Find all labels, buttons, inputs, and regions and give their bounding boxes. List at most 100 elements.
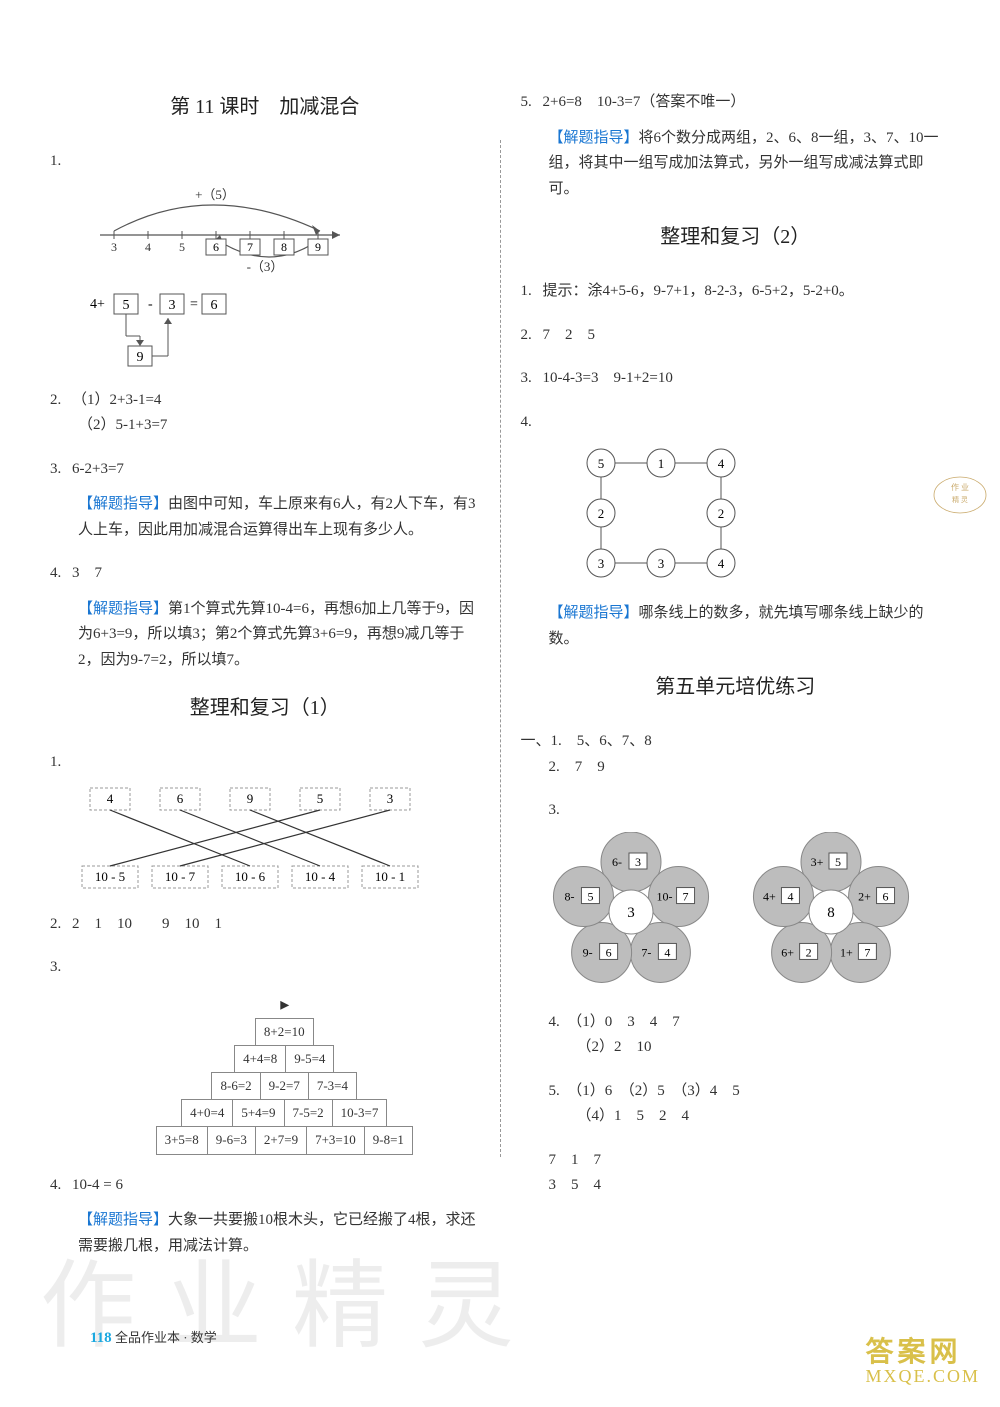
svg-text:3: 3 — [635, 855, 641, 869]
svg-text:5: 5 — [597, 456, 604, 471]
r2row: 7 1 7 — [549, 1148, 951, 1174]
r2row: 3 5 4 — [549, 1173, 951, 1199]
pyramid-cell: 3+5=8 — [156, 1126, 208, 1154]
svg-text:9: 9 — [315, 240, 321, 254]
r2-q3: 3.10-4-3=3 9-1+2=10 — [521, 366, 951, 392]
corner-watermark: 答案网 MXQE.COM — [865, 1330, 980, 1387]
svg-text:4: 4 — [107, 791, 114, 806]
svg-text:5: 5 — [835, 855, 841, 869]
hint-label: 【解题指导】 — [549, 130, 639, 146]
svg-text:8-: 8- — [564, 889, 574, 903]
pyramid-cell: 10-3=7 — [332, 1099, 388, 1127]
svg-text:10 - 1: 10 - 1 — [375, 869, 405, 884]
number-line-svg: 345 +（5） -（3） 6789 — [90, 185, 350, 275]
cube-graph-svg: 51422334 — [561, 443, 771, 593]
svg-text:10 - 5: 10 - 5 — [95, 869, 125, 884]
svg-text:6-: 6- — [612, 855, 622, 869]
svg-text:8: 8 — [827, 905, 835, 921]
q2list: 2 1 10 9 10 1 — [72, 916, 222, 932]
svg-text:2: 2 — [717, 506, 724, 521]
svg-text:10 - 7: 10 - 7 — [165, 869, 196, 884]
eq-boxes: 4+ 5 - 3 = 6 9 — [90, 290, 480, 370]
svg-text:6: 6 — [177, 791, 184, 806]
hint-label: 【解题指导】 — [78, 1212, 168, 1228]
pyramid-cell: 8-6=2 — [211, 1072, 260, 1100]
svg-text:3: 3 — [627, 905, 635, 921]
q1: 1. 345 +（5） -（3） — [50, 149, 480, 370]
q2b: （2）5-1+3=7 — [78, 413, 480, 439]
section-title-11: 第 11 课时 加减混合 — [50, 90, 480, 124]
r2-q2: 2.7 2 5 — [521, 323, 951, 349]
corner-top: 答案网 — [865, 1330, 980, 1370]
svg-text:6: 6 — [882, 889, 888, 903]
eq-nine: 9 — [137, 350, 144, 365]
left-column: 第 11 课时 加减混合 1. 345 +（5） — [50, 80, 480, 1277]
book-title: 全品作业本 · 数学 — [115, 1330, 217, 1345]
review1-q1: 1. 4695310 - 510 - 710 - 610 - 410 - 1 — [50, 750, 480, 894]
svg-text:3: 3 — [597, 556, 604, 571]
svg-text:6: 6 — [213, 240, 219, 254]
svg-text:5: 5 — [317, 791, 324, 806]
svg-text:3+: 3+ — [810, 855, 823, 869]
svg-text:4+: 4+ — [763, 889, 776, 903]
footer: 118 全品作业本 · 数学 — [90, 1327, 217, 1347]
r1: 提示：涂4+5-6，9-7+1，8-2-3，6-5+2，5-2+0。 — [543, 283, 854, 299]
svg-text:9: 9 — [247, 791, 254, 806]
review1-q2: 2.2 1 10 9 10 1 — [50, 912, 480, 938]
svg-text:9-: 9- — [582, 945, 592, 959]
svg-text:精 灵: 精 灵 — [952, 495, 968, 504]
svg-text:7: 7 — [247, 240, 253, 254]
eq-lead: 4+ — [90, 297, 105, 312]
u5-5: 5. （1）6 （2）5 （3）4 5 （4）1 5 2 4 — [549, 1079, 951, 1130]
svg-text:1: 1 — [657, 456, 664, 471]
r2-q1: 1.提示：涂4+5-6，9-7+1，8-2-3，6-5+2，5-2+0。 — [521, 279, 951, 305]
svg-text:7: 7 — [864, 945, 870, 959]
pyramid-cell: 9-5=4 — [285, 1045, 334, 1073]
q3: 3.6-2+3=7 【解题指导】由图中可知，车上原来有6人，有2人下车，有3人上… — [50, 457, 480, 544]
p4b: （2）2 10 — [577, 1035, 951, 1061]
q3eq: 6-2+3=7 — [72, 461, 124, 477]
svg-text:4: 4 — [717, 556, 724, 571]
petal-right-svg: 83+52+61+76+24+4 — [741, 832, 921, 992]
svg-text:4: 4 — [664, 945, 670, 959]
q4eq: 10-4 = 6 — [72, 1177, 123, 1193]
pyramid-cell: 5+4=9 — [232, 1099, 284, 1127]
pyramid-cell: 9-2=7 — [260, 1072, 309, 1100]
u5-1: 一、1. 5、6、7、8 2. 7 9 — [521, 729, 951, 780]
q2: 2.（1）2+3-1=4 （2）5-1+3=7 — [50, 388, 480, 439]
right-column: 5.2+6=8 10-3=7（答案不唯一） 【解题指导】将6个数分成两组，2、6… — [521, 80, 951, 1277]
pyramid-cell: 4+4=8 — [234, 1045, 286, 1073]
eq-op: - — [148, 297, 153, 312]
svg-text:4: 4 — [787, 889, 793, 903]
q-number: 1. — [50, 149, 72, 175]
page-number: 118 — [90, 1330, 112, 1346]
r2rows: 7 2 5 — [543, 327, 596, 343]
column-divider — [500, 140, 501, 1157]
review1-q3: 3. ▸ 8+2=104+4=89-5=48-6=29-2=77-3=44+0=… — [50, 955, 480, 1155]
svg-text:3: 3 — [657, 556, 664, 571]
pyramid-cell: 7-3=4 — [308, 1072, 357, 1100]
petal-left-svg: 36-310-77-49-68-5 — [541, 832, 721, 992]
svg-text:10 - 4: 10 - 4 — [305, 869, 336, 884]
svg-text:10 - 6: 10 - 6 — [235, 869, 266, 884]
svg-text:10-: 10- — [656, 889, 672, 903]
svg-text:3: 3 — [111, 240, 117, 254]
p1a: 1. 5、6、7、8 — [551, 733, 652, 749]
r2-q4: 4. 51422334 【解题指导】哪条线上的数多，就先填写哪条线上缺少的数。 — [521, 410, 951, 653]
svg-text:7-: 7- — [641, 945, 651, 959]
r3: 10-4-3=3 9-1+2=10 — [543, 370, 673, 386]
q5a: 2+6=8 10-3=7（答案不唯一） — [543, 94, 746, 110]
svg-text:6+: 6+ — [781, 945, 794, 959]
p4a: （1）0 3 4 7 — [575, 1014, 680, 1030]
p5a: （1）6 （2）5 （3）4 5 — [575, 1083, 740, 1099]
hint-label: 【解题指导】 — [78, 601, 168, 617]
q4ans: 3 7 — [72, 565, 102, 581]
svg-text:1+: 1+ — [839, 945, 852, 959]
pyramid-cell: 7+3=10 — [306, 1126, 365, 1154]
svg-text:6: 6 — [605, 945, 611, 959]
p1b: 2. 7 9 — [549, 755, 951, 781]
svg-text:2: 2 — [805, 945, 811, 959]
pyramid-cell: 9-6=3 — [207, 1126, 256, 1154]
section-title-review1: 整理和复习（1） — [50, 691, 480, 725]
eq-eq: = — [190, 297, 198, 312]
